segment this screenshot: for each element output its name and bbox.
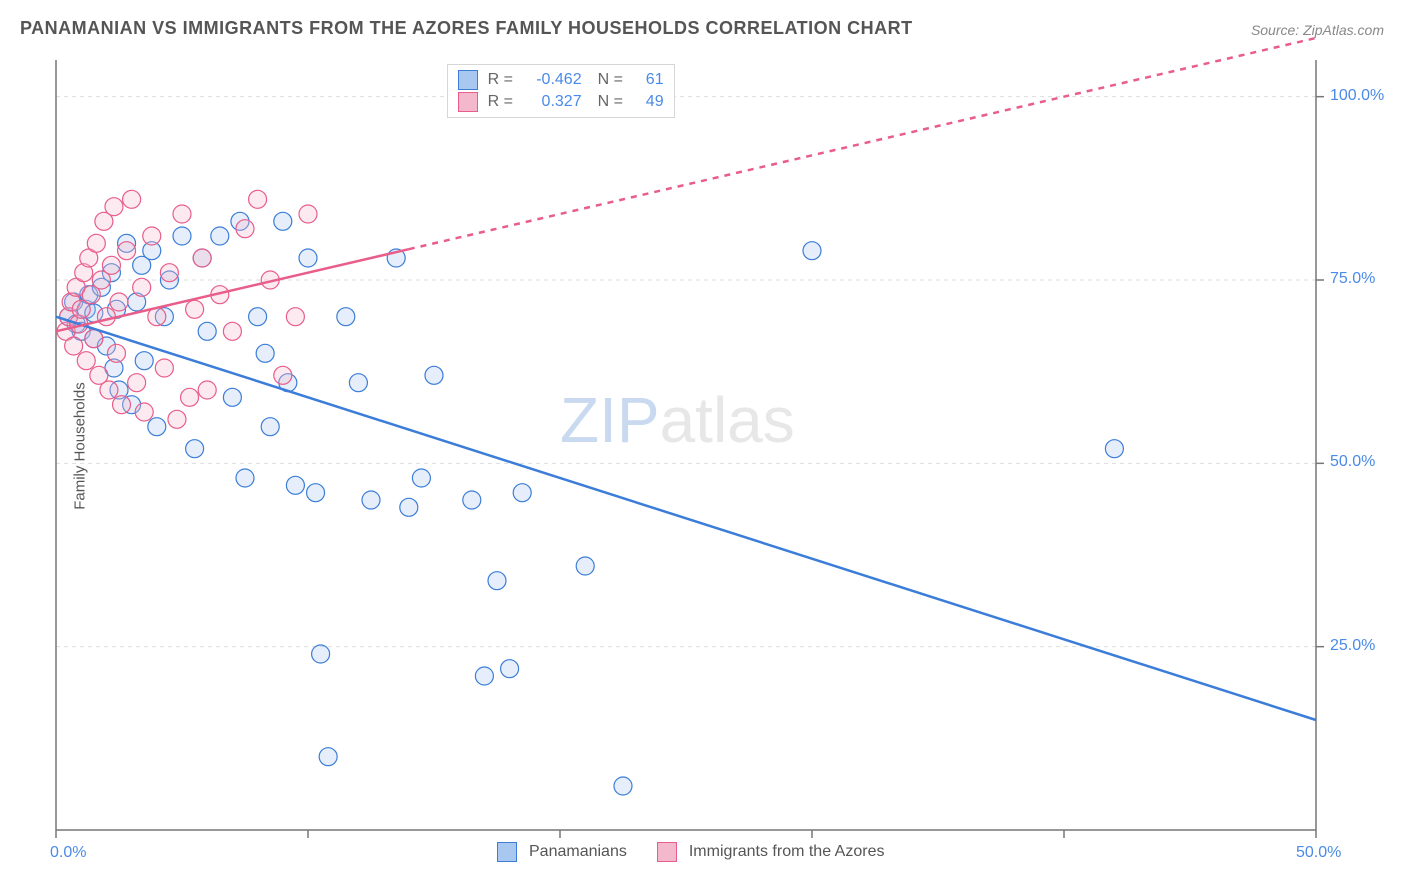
scatter-plot bbox=[0, 0, 1406, 870]
correlation-legend: R =-0.462N =61R =0.327N =49 bbox=[447, 64, 675, 118]
correlation-legend-row: R =0.327N =49 bbox=[458, 91, 664, 113]
legend-swatch bbox=[657, 842, 677, 862]
x-tick-label: 0.0% bbox=[50, 844, 86, 862]
legend-swatch bbox=[497, 842, 517, 862]
y-tick-label: 50.0% bbox=[1330, 453, 1375, 471]
y-axis-label: Family Households bbox=[71, 382, 88, 510]
series-legend-item: Panamanians bbox=[497, 842, 627, 862]
correlation-legend-row: R =-0.462N =61 bbox=[458, 69, 664, 91]
y-tick-label: 75.0% bbox=[1330, 270, 1375, 288]
series-legend-item: Immigrants from the Azores bbox=[657, 842, 885, 862]
series-legend: Panamanians Immigrants from the Azores bbox=[497, 842, 884, 862]
legend-swatch bbox=[458, 70, 478, 90]
series-legend-label: Immigrants from the Azores bbox=[689, 843, 885, 861]
chart-container: PANAMANIAN VS IMMIGRANTS FROM THE AZORES… bbox=[0, 0, 1406, 892]
y-tick-label: 100.0% bbox=[1330, 87, 1384, 105]
x-tick-label: 50.0% bbox=[1296, 844, 1341, 862]
series-legend-label: Panamanians bbox=[529, 843, 627, 861]
y-tick-label: 25.0% bbox=[1330, 637, 1375, 655]
legend-swatch bbox=[458, 92, 478, 112]
